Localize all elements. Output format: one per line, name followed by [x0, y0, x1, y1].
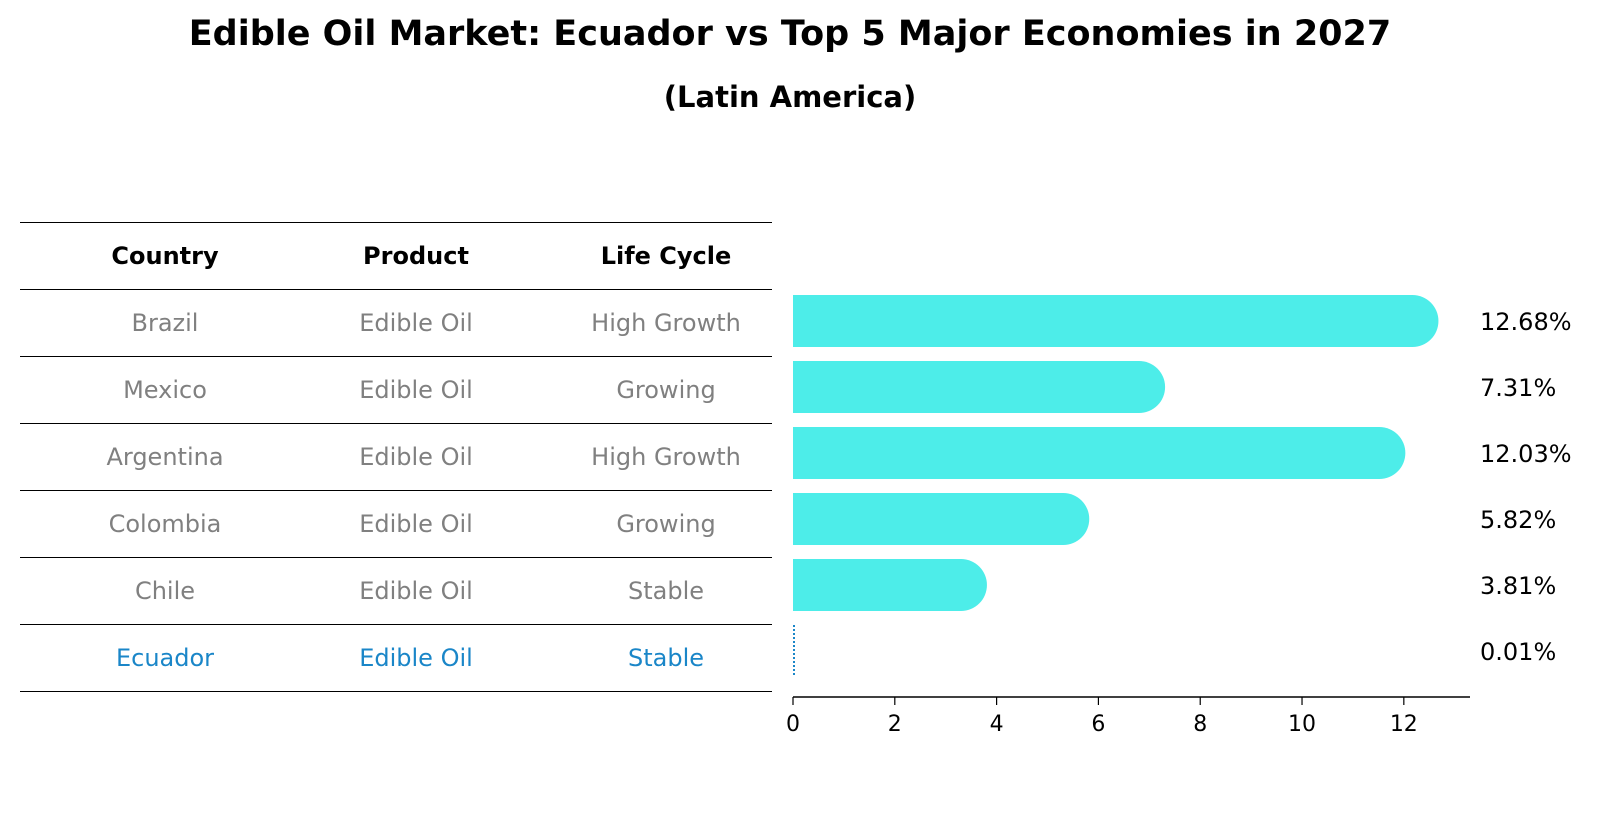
data-table: Country Product Life Cycle Brazil Edible… [20, 222, 772, 692]
cell-life-cycle: Stable [627, 577, 705, 605]
data-label: 0.01% [1480, 638, 1556, 666]
table-row-highlighted: Ecuador Edible Oil Stable [20, 624, 772, 692]
data-label: 7.31% [1480, 374, 1556, 402]
table-row: Chile Edible Oil Stable [20, 557, 772, 624]
header-product: Product [363, 242, 469, 270]
data-label: 3.81% [1480, 572, 1556, 600]
cell-country: Chile [134, 577, 196, 605]
data-label: 5.82% [1480, 506, 1556, 534]
cell-life-cycle: Growing [616, 510, 716, 538]
cell-country: Ecuador [115, 644, 215, 672]
cell-product: Edible Oil [359, 443, 473, 471]
cell-product: Edible Oil [359, 376, 473, 404]
cell-life-cycle: High Growth [591, 309, 741, 337]
bar [793, 493, 1090, 545]
x-tick-label: 12 [1390, 712, 1418, 737]
cell-product: Edible Oil [359, 577, 473, 605]
x-tick-label: 8 [1193, 712, 1207, 737]
cell-product: Edible Oil [359, 309, 473, 337]
bar [793, 427, 1406, 479]
bar [793, 361, 1166, 413]
x-tick-label: 10 [1288, 712, 1316, 737]
cell-country: Mexico [123, 376, 207, 404]
header-life-cycle: Life Cycle [600, 242, 732, 270]
chart-title: Edible Oil Market: Ecuador vs Top 5 Majo… [188, 14, 1392, 54]
header-country: Country [111, 242, 219, 270]
cell-product: Edible Oil [359, 510, 473, 538]
cell-product: Edible Oil [359, 644, 473, 672]
table-row: Brazil Edible Oil High Growth [20, 289, 772, 356]
cell-country: Argentina [106, 443, 224, 471]
data-label: 12.68% [1480, 308, 1572, 336]
bar [793, 295, 1439, 347]
table-row: Mexico Edible Oil Growing [20, 356, 772, 423]
cell-life-cycle: High Growth [591, 443, 741, 471]
chart-subtitle: (Latin America) [663, 80, 917, 114]
cell-life-cycle: Stable [627, 644, 705, 672]
x-tick-label: 2 [888, 712, 902, 737]
cell-country: Brazil [131, 309, 199, 337]
table-row: Colombia Edible Oil Growing [20, 490, 772, 557]
bar [793, 559, 987, 611]
table-header-row: Country Product Life Cycle [20, 222, 772, 289]
x-tick-label: 0 [786, 712, 800, 737]
cell-country: Colombia [108, 510, 222, 538]
data-label: 12.03% [1480, 440, 1572, 468]
table-row: Argentina Edible Oil High Growth [20, 423, 772, 490]
cell-life-cycle: Growing [616, 376, 716, 404]
x-tick-label: 4 [990, 712, 1004, 737]
x-tick-label: 6 [1091, 712, 1105, 737]
